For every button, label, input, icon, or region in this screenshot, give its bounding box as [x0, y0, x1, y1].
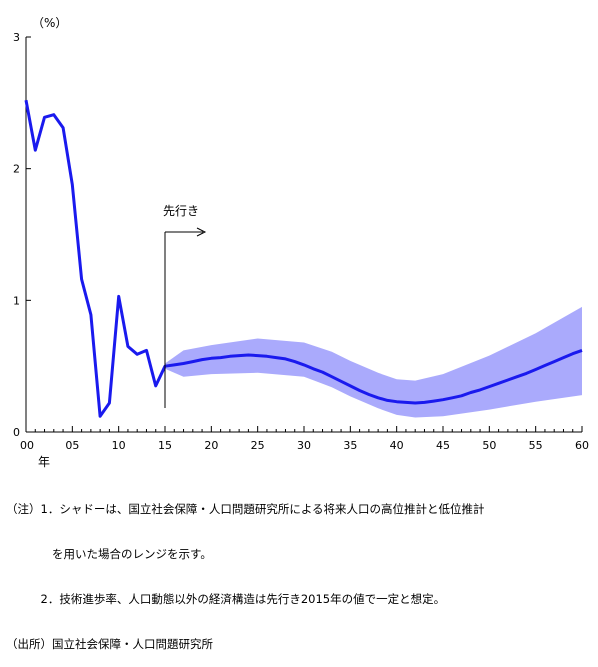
forecast-label: 先行き	[163, 204, 199, 218]
x-tick-label: 20	[204, 439, 218, 452]
range-band-area	[165, 306, 582, 418]
shaded-range-band	[165, 306, 582, 418]
y-tick-label: 2	[13, 163, 20, 176]
y-axis-unit-label: （%）	[32, 16, 67, 30]
source-line: （出所）国立社会保障・人口問題研究所	[6, 637, 213, 651]
x-tick-label: 60	[575, 439, 589, 452]
x-tick-label: 35	[343, 439, 357, 452]
series-line-layer	[24, 99, 583, 418]
chart: 0 1 2 3 00 05 10 15 20 25 30 35 40 45 50 55 60 先行き （%） 年	[13, 16, 589, 469]
x-tick-label: 45	[436, 439, 450, 452]
x-tick-label: 40	[390, 439, 404, 452]
x-tick-label: 25	[251, 439, 265, 452]
x-tick-label: 30	[297, 439, 311, 452]
x-tick-label: 00	[20, 439, 34, 452]
x-axis-unit-label: 年	[38, 455, 50, 469]
x-tick-label: 05	[65, 439, 79, 452]
x-tick-label: 15	[158, 439, 172, 452]
note-line-2: を用いた場合のレンジを示す。	[6, 547, 212, 561]
y-tick-label: 3	[13, 31, 20, 44]
note-line-3: 2．技術進歩率、人口動態以外の経済構造は先行き2015年の値で一定と想定。	[6, 592, 446, 606]
y-tick-label: 1	[13, 294, 20, 307]
series-line	[24, 99, 583, 418]
y-tick-label: 0	[13, 426, 20, 439]
axes: 0 1 2 3 00 05 10 15 20 25 30 35 40 45 50 55 60	[13, 31, 589, 452]
annotation: 先行き	[163, 204, 207, 408]
notes: （注）1．シャドーは、国立社会保障・人口問題研究所による将来人口の高位推計と低位…	[6, 472, 592, 667]
x-tick-label: 50	[482, 439, 496, 452]
x-tick-label: 10	[112, 439, 126, 452]
x-tick-label: 55	[529, 439, 543, 452]
forecast-arrow-head	[196, 227, 207, 237]
note-line-1: （注）1．シャドーは、国立社会保障・人口問題研究所による将来人口の高位推計と低位…	[6, 502, 485, 516]
